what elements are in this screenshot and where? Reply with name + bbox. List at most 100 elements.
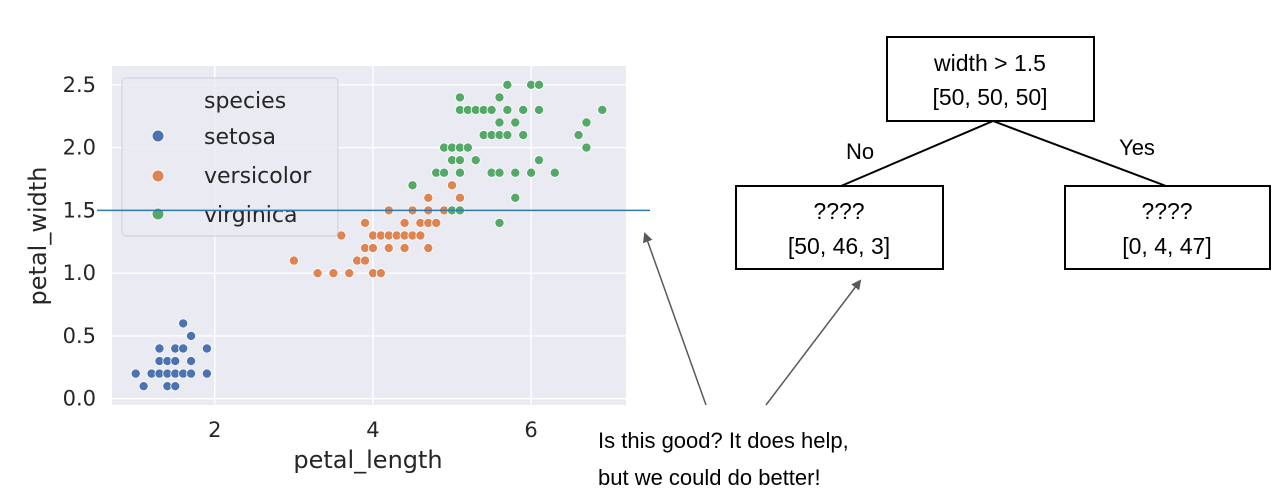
arrow-to-left-node (765, 279, 862, 406)
point-virginica (597, 104, 608, 115)
point-setosa (154, 343, 165, 354)
x-tick-label: 6 (524, 418, 537, 442)
edge-right (992, 120, 1167, 187)
x-tick-label: 2 (208, 418, 221, 442)
point-setosa (201, 368, 212, 379)
point-virginica (454, 155, 465, 166)
point-virginica (510, 117, 521, 128)
legend-label-versicolor: versicolor (204, 164, 312, 189)
point-setosa (186, 330, 197, 341)
point-virginica (494, 117, 505, 128)
point-versicolor (431, 217, 442, 228)
point-virginica (518, 104, 529, 115)
point-virginica (502, 130, 513, 141)
point-virginica (510, 167, 521, 178)
point-virginica (534, 79, 545, 90)
right-node-label: ???? (1141, 198, 1192, 224)
legend-box (121, 77, 339, 237)
edge-label-yes: Yes (1119, 135, 1155, 160)
point-virginica (534, 104, 545, 115)
point-virginica (470, 155, 481, 166)
point-versicolor (375, 268, 386, 279)
y-tick-label: 2.5 (63, 73, 96, 97)
right-node (1064, 185, 1271, 270)
point-setosa (186, 356, 197, 367)
decision-tree: width > 1.5 [50, 50, 50] No Yes ???? [50… (735, 36, 1271, 270)
point-virginica (486, 104, 497, 115)
left-node-counts: [50, 46, 3] (788, 233, 890, 259)
x-tick-label: 4 (366, 418, 379, 442)
point-versicolor (423, 243, 434, 254)
point-setosa (201, 343, 212, 354)
point-virginica (407, 180, 418, 191)
x-tick-labels: 2 4 6 (208, 418, 538, 442)
legend: species setosa versicolor virginica (121, 77, 339, 237)
point-setosa (138, 381, 149, 392)
point-virginica (573, 130, 584, 141)
point-setosa (186, 368, 197, 379)
point-virginica (502, 104, 513, 115)
right-node-counts: [0, 4, 47] (1122, 233, 1212, 259)
root-node (886, 36, 1095, 122)
point-versicolor (360, 217, 371, 228)
legend-marker-versicolor (151, 169, 165, 183)
point-setosa (170, 356, 181, 367)
point-virginica (526, 167, 537, 178)
y-tick-labels: 0.0 0.5 1.0 1.5 2.0 2.5 (63, 73, 96, 411)
point-virginica (581, 117, 592, 128)
left-node (735, 185, 944, 270)
point-versicolor (328, 268, 339, 279)
point-versicolor (360, 255, 371, 266)
legend-marker-setosa (151, 129, 165, 143)
y-tick-label: 1.0 (63, 261, 96, 285)
arrow-to-chart (642, 232, 707, 406)
point-versicolor (399, 243, 410, 254)
left-node-label: ???? (813, 198, 864, 224)
point-versicolor (288, 255, 299, 266)
point-virginica (439, 167, 450, 178)
point-virginica (494, 92, 505, 103)
point-virginica (502, 79, 513, 90)
point-virginica (549, 167, 560, 178)
scatter-chart: 2 4 6 0.0 0.5 1.0 1.5 2.0 2.5 petal_length peta… (24, 66, 650, 474)
edge-left (840, 120, 994, 187)
point-versicolor (415, 230, 426, 241)
point-virginica (518, 130, 529, 141)
y-tick-label: 2.0 (63, 136, 96, 160)
point-virginica (454, 167, 465, 178)
annotation: Is this good? It does help, but we could… (598, 232, 862, 490)
point-setosa (178, 318, 189, 329)
point-versicolor (312, 268, 323, 279)
point-virginica (510, 192, 521, 203)
point-versicolor (344, 268, 355, 279)
annotation-line-1: Is this good? It does help, (598, 428, 849, 453)
point-versicolor (383, 243, 394, 254)
edge-label-no: No (846, 139, 874, 164)
point-virginica (494, 217, 505, 228)
point-virginica (494, 167, 505, 178)
point-virginica (581, 142, 592, 153)
y-axis-label: petal_width (24, 167, 52, 306)
legend-label-setosa: setosa (204, 125, 276, 150)
y-tick-label: 0.5 (63, 324, 96, 348)
root-condition: width > 1.5 (933, 50, 1046, 76)
legend-title: species (204, 89, 286, 114)
root-counts: [50, 50, 50] (932, 84, 1047, 110)
point-setosa (170, 381, 181, 392)
legend-label-virginica: virginica (204, 203, 298, 228)
point-setosa (178, 343, 189, 354)
y-tick-label: 1.5 (63, 198, 96, 222)
x-axis-label: petal_length (293, 446, 442, 474)
y-tick-label: 0.0 (63, 387, 96, 411)
point-versicolor (447, 180, 458, 191)
point-versicolor (399, 217, 410, 228)
point-virginica (454, 92, 465, 103)
point-versicolor (454, 192, 465, 203)
annotation-line-2: but we could do better! (598, 465, 821, 490)
point-versicolor (367, 243, 378, 254)
point-virginica (462, 142, 473, 153)
point-setosa (130, 368, 141, 379)
point-virginica (534, 155, 545, 166)
point-versicolor (423, 192, 434, 203)
